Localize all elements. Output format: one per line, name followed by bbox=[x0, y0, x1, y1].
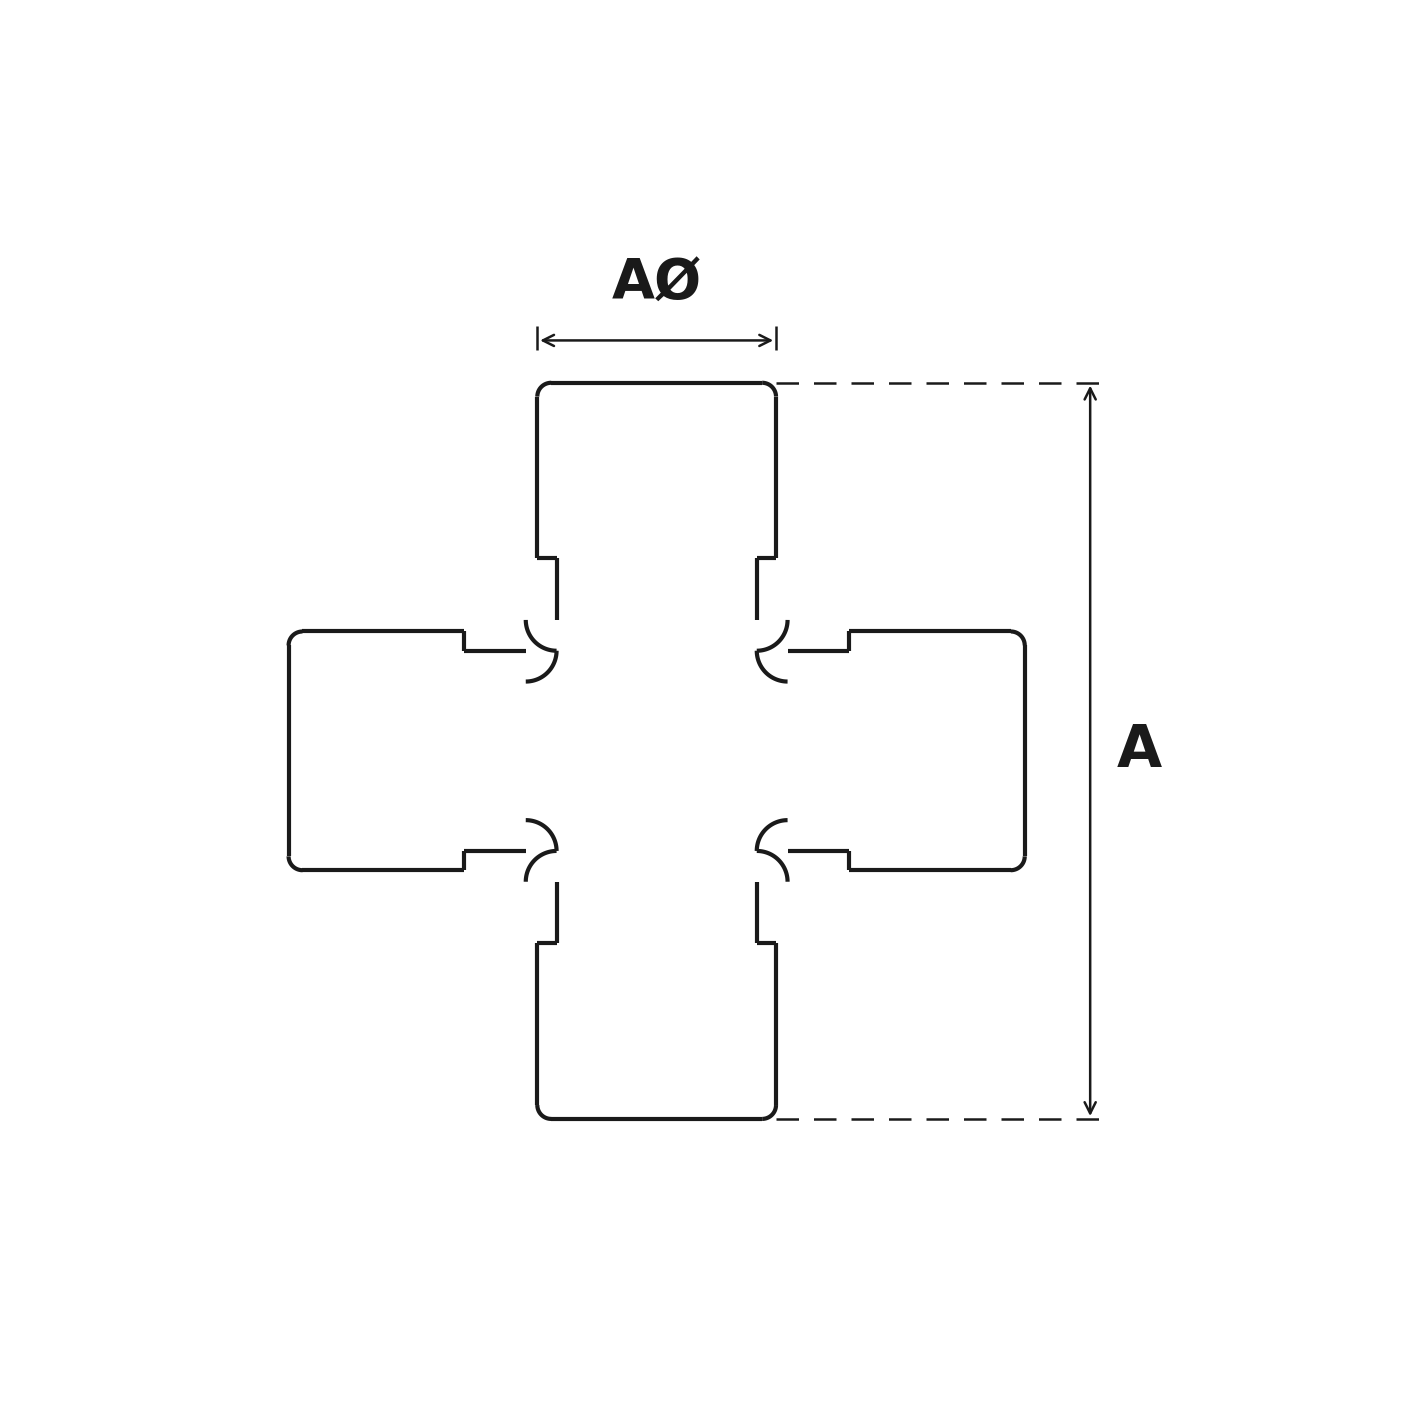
Text: A: A bbox=[1118, 723, 1163, 779]
Text: AØ: AØ bbox=[612, 256, 702, 309]
